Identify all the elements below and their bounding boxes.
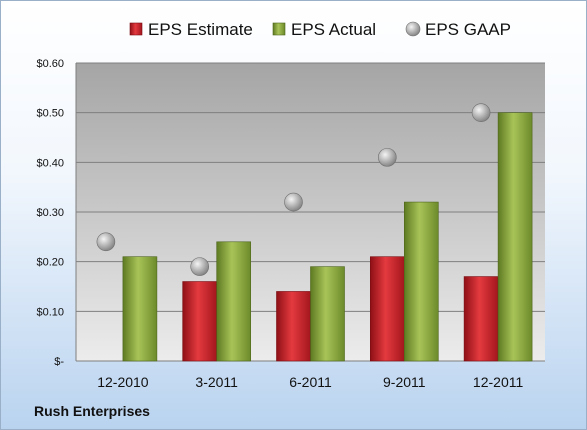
gaap-markers xyxy=(96,103,491,276)
y-tick-label: $0.10 xyxy=(36,306,64,318)
y-tick-label: $0.30 xyxy=(36,207,64,219)
x-tick-label: 12-2010 xyxy=(97,374,149,390)
legend-label: EPS Actual xyxy=(291,20,376,39)
gaap-marker-9-2011 xyxy=(377,148,397,167)
actual-bar-3-2011 xyxy=(216,241,251,362)
company-name: Rush Enterprises xyxy=(34,403,150,419)
actual-bar-12-2010 xyxy=(122,256,158,362)
gaap-marker-6-2011 xyxy=(284,192,303,212)
x-tick-label: 6-2011 xyxy=(289,374,332,390)
legend: EPS Estimate EPS Actual EPS GAAP xyxy=(129,20,511,39)
gaap-marker-12-2010 xyxy=(96,232,116,252)
gaap-marker-3-2011 xyxy=(190,257,209,276)
actual-bar-6-2011 xyxy=(310,266,345,362)
bars xyxy=(122,112,533,362)
x-tick-label: 12-2011 xyxy=(473,374,524,390)
estimate-bar-12-2011 xyxy=(463,276,499,362)
legend-swatch xyxy=(129,22,143,36)
y-axis: $- $0.10 $0.20 $0.30 $0.40 $0.50 $0.60 xyxy=(36,58,77,368)
x-tick-label: 3-2011 xyxy=(195,374,238,390)
x-axis: 12-2010 3-2011 6-2011 9-2011 12-2011 xyxy=(97,374,523,390)
actual-bar-9-2011 xyxy=(403,201,439,362)
gaap-marker-12-2011 xyxy=(471,103,491,122)
estimate-bar-6-2011 xyxy=(276,291,311,362)
y-tick-label: $0.50 xyxy=(36,108,64,120)
y-tick-label: $- xyxy=(54,356,64,368)
legend-label: EPS Estimate xyxy=(148,20,253,39)
estimate-bar-9-2011 xyxy=(369,256,405,362)
x-tick-label: 9-2011 xyxy=(383,374,426,390)
legend-label: EPS GAAP xyxy=(425,20,511,39)
y-tick-label: $0.40 xyxy=(36,157,64,169)
estimate-bar-3-2011 xyxy=(182,281,217,362)
legend-swatch xyxy=(272,22,286,36)
actual-bar-12-2011 xyxy=(497,112,533,362)
y-tick-label: $0.60 xyxy=(36,58,64,70)
y-tick-label: $0.20 xyxy=(36,257,64,269)
legend-swatch xyxy=(405,21,421,37)
